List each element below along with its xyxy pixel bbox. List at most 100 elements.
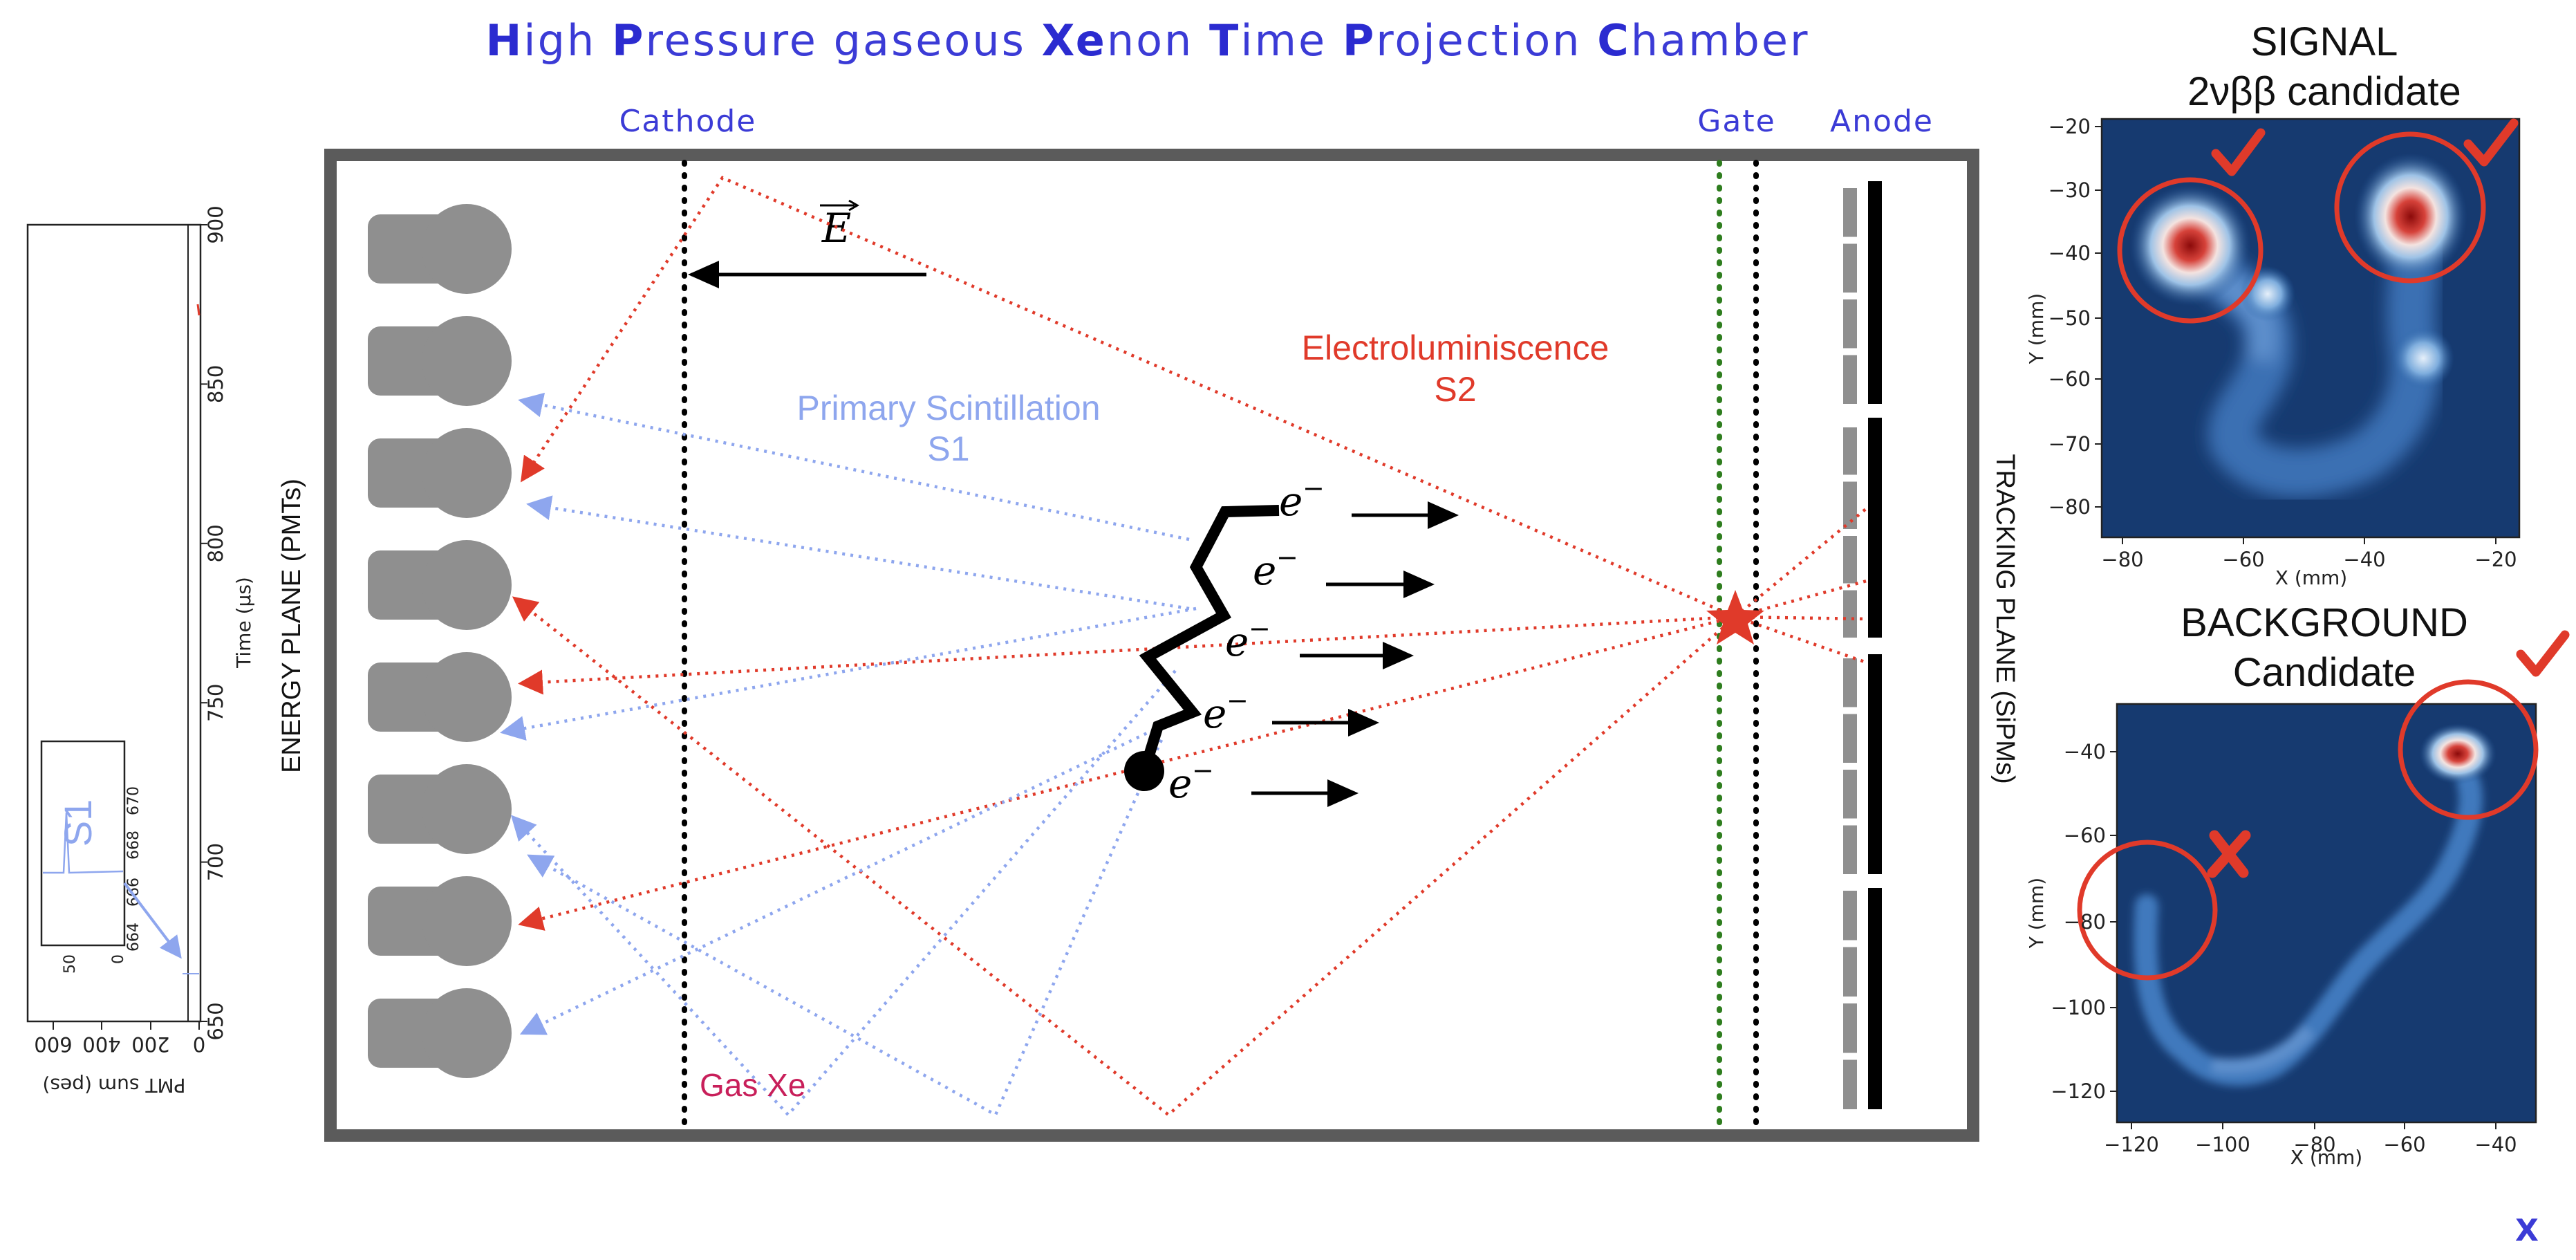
waveform-x-tick: 0: [193, 1032, 205, 1056]
anode-tracking-plane: [1843, 181, 1882, 1109]
y-tick: −70: [2048, 432, 2091, 456]
electron-charge: −: [1226, 685, 1249, 716]
y-tick: −60: [2048, 367, 2091, 391]
waveform-x-tick: 600: [34, 1032, 72, 1056]
y-tick: −120: [2051, 1080, 2106, 1103]
s2-ray: [1734, 507, 1868, 618]
electron-label: e: [1168, 760, 1192, 807]
cross-icon: [2207, 830, 2251, 878]
x-tick: −100: [2195, 1133, 2250, 1156]
el-star-icon: [1706, 590, 1764, 645]
waveform-y-tick: 800: [204, 524, 227, 562]
sipm-segment: [1843, 188, 1857, 237]
y-tick: −40: [2048, 241, 2091, 265]
sipm-segment: [1843, 590, 1857, 638]
pmt-icon: [368, 540, 512, 630]
sipm-segment: [1843, 536, 1857, 584]
title-capital: T: [1209, 15, 1240, 66]
s1-ray: [527, 739, 1164, 1118]
s2-ray: [1735, 579, 1867, 619]
title-capital: P: [612, 15, 645, 66]
electron-charge: −: [1276, 542, 1298, 573]
sipm-segment: [1843, 1003, 1857, 1053]
waveform-y-label: Time (µs): [232, 577, 255, 669]
background-axes-frame: [2116, 703, 2537, 1124]
title-capital: Xe: [1042, 15, 1107, 66]
particle-track: [1139, 505, 1280, 773]
background-blob-circle: [2077, 840, 2218, 981]
title-word: ressure gaseous: [645, 15, 1041, 66]
y-tick: −40: [2064, 740, 2106, 763]
electron-charge: −: [1303, 473, 1325, 503]
title-word: ime: [1240, 15, 1342, 66]
gate-label: Gate: [1697, 104, 1775, 139]
signal-x-ticks: −80 −60 −40 −20: [2101, 537, 2517, 571]
interaction-vertex: [1124, 751, 1164, 791]
electric-field-vector-head: [848, 199, 859, 212]
check-icon: [2516, 630, 2570, 677]
inset-y-tick: 670: [125, 786, 142, 815]
background-x-ticks: −120 −100 −80 −60 −40: [2104, 1122, 2517, 1156]
y-tick: −30: [2048, 178, 2091, 202]
signal-x-label: X (mm): [2275, 566, 2347, 589]
y-tick: −50: [2048, 306, 2091, 330]
anode-bar: [1868, 654, 1882, 874]
electron-label: e: [1225, 618, 1249, 665]
anode-bar: [1868, 418, 1882, 638]
sipm-segment: [1843, 947, 1857, 997]
sipm-segment: [1843, 243, 1857, 293]
y-tick: −80: [2048, 495, 2091, 519]
waveform-x-tick: 200: [131, 1032, 169, 1056]
s1-ray: [526, 495, 1190, 611]
s1-zoom-arrow: [123, 882, 182, 959]
signal-y-ticks: −20 −30 −40 −50 −60 −70 −80: [2048, 115, 2102, 519]
waveform-x-label: PMT sum (pes): [43, 1074, 186, 1097]
s1-label-line1: Primary Scintillation: [796, 389, 1100, 427]
background-heatmap: [2117, 704, 2536, 1122]
y-tick: −100: [2051, 996, 2106, 1019]
s2-label-line1: Electroluminiscence: [1302, 328, 1609, 367]
s2-label-line2: S2: [1434, 370, 1476, 409]
electron-charge: −: [1249, 613, 1271, 644]
title-capital: C: [1597, 15, 1631, 66]
anode-bar: [1868, 888, 1882, 1109]
background-y-label: Y (mm): [2025, 878, 2048, 949]
drift-electrons: e −e −e −e −e −: [1168, 473, 1459, 807]
inset-y-tick: 668: [125, 831, 142, 860]
x-tick: −20: [2474, 548, 2517, 571]
background-blob-circle: [2398, 679, 2539, 820]
tracking-plane-label: TRACKING PLANE (SiPMs): [1990, 454, 2019, 784]
waveform-x-tick: 400: [82, 1032, 120, 1056]
s1-scintillation-rays: [500, 392, 1197, 1118]
x-tick: −40: [2474, 1133, 2517, 1156]
pmt-waveform-plot: 600 400 200 0 650 700 750 800 850 900 PMT sum (p…: [26, 205, 255, 1097]
sipm-segment: [1843, 427, 1857, 475]
s1-label-line2: S1: [927, 429, 969, 468]
inset-x-tick: 50: [62, 954, 79, 974]
background-x-label: X (mm): [2290, 1146, 2362, 1169]
drift-electron: e −: [1225, 613, 1414, 669]
signal-blob-circle: [2117, 177, 2264, 324]
anode-label: Anode: [1830, 104, 1934, 139]
x-tick: −120: [2104, 1133, 2159, 1156]
title-capital: H: [486, 15, 524, 66]
sipm-segment: [1843, 825, 1857, 874]
chamber-border: [324, 149, 1979, 1142]
sipm-segment: [1843, 770, 1857, 819]
s2-electroluminescence-rays: [512, 176, 1868, 1117]
drift-electron: e −: [1279, 473, 1459, 529]
gas-xe-label: Gas Xe: [700, 1067, 805, 1103]
title-word: non: [1107, 15, 1209, 66]
waveform-y-tick: 750: [204, 684, 227, 722]
energy-plane-pmts: [368, 204, 512, 1078]
waveform-y-tick: 900: [204, 205, 227, 243]
sipm-segment: [1843, 481, 1857, 529]
background-event-panel: BACKGROUND Candidate −120 −100 −80 −60 −40 −…: [2025, 600, 2570, 1169]
pmt-icon: [368, 428, 512, 518]
anode-bar: [1868, 181, 1882, 404]
figure-title: High Pressure gaseous Xenon Time Project…: [486, 15, 1810, 66]
background-title-line2: Candidate: [2233, 650, 2416, 695]
signal-blob-circle: [2334, 131, 2486, 284]
x-tick: −80: [2293, 1133, 2335, 1156]
waveform-x-ticks: 600 400 200 0: [34, 1021, 205, 1056]
